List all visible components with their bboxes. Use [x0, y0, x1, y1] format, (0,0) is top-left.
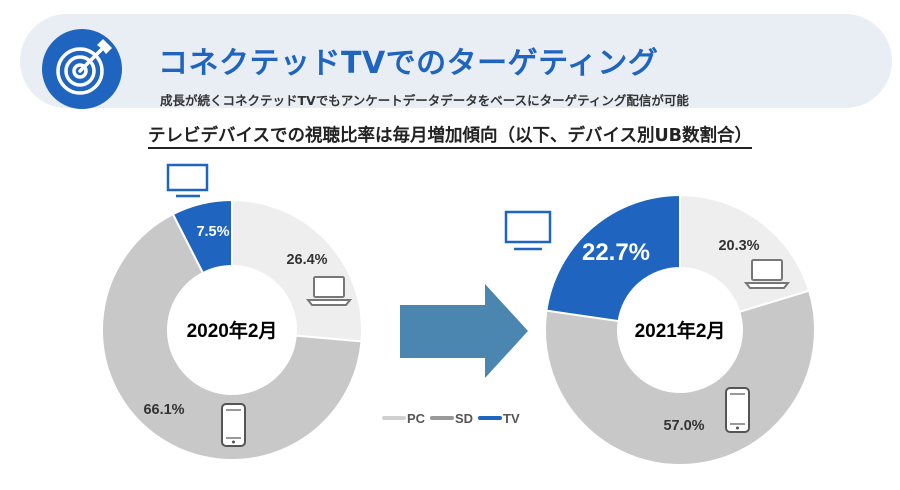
smartphone-icon: [221, 403, 246, 447]
donut-slice-tv: [171, 198, 233, 275]
target-arrow-icon: [42, 29, 122, 109]
legend: PC SD TV: [382, 411, 520, 426]
donut-slice-tv: [545, 193, 681, 323]
header-banner: コネクテッドTVでのターゲティング 成長が続くコネクテッドTVでもアンケートデー…: [20, 14, 892, 109]
pc-label-2021: 20.3%: [718, 238, 759, 254]
legend-label-tv: TV: [503, 411, 520, 426]
donut-chart-2020: [101, 198, 363, 461]
sd-label-2020: 66.1%: [143, 402, 184, 418]
tv-icon: [166, 163, 209, 198]
smartphone-icon: [725, 387, 750, 433]
page-subtitle: 成長が続くコネクテッドTVでもアンケートデータデータをベースにターゲティング配信…: [160, 93, 689, 108]
transition-arrow: [400, 284, 528, 378]
legend-label-sd: SD: [455, 411, 473, 426]
donut-center-label-2021: 2021年2月: [635, 319, 726, 342]
donut-slice-sd: [101, 212, 363, 461]
sd-label-2021: 57.0%: [663, 418, 704, 434]
donut-slice-pc: [231, 198, 363, 343]
laptop-icon: [305, 276, 353, 306]
page-title: コネクテッドTVでのターゲティング: [158, 46, 659, 81]
tv-label-2020: 7.5%: [196, 224, 229, 240]
tv-label-2021: 22.7%: [582, 239, 650, 266]
laptop-icon: [743, 259, 791, 289]
pc-label-2020: 26.4%: [286, 252, 327, 268]
donut-center-label-2020: 2020年2月: [187, 319, 278, 342]
legend-label-pc: PC: [407, 411, 426, 426]
section-title-text: テレビデバイスでの視聴比率は毎月増加傾向（以下、デバイス別UB数割合）: [148, 126, 752, 149]
section-title: テレビデバイスでの視聴比率は毎月増加傾向（以下、デバイス別UB数割合）: [0, 122, 900, 149]
tv-icon: [504, 210, 552, 251]
